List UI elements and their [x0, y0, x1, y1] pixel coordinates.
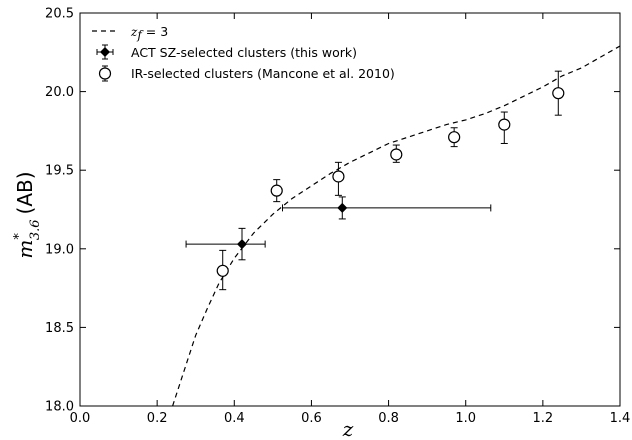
ir-point-marker	[216, 264, 229, 277]
act-point-marker	[237, 239, 247, 250]
ir-point-marker	[448, 131, 461, 144]
model-curve-line	[172, 45, 620, 406]
y-tick-label: 19.5	[45, 164, 74, 179]
legend: zf = 3 ACT SZ-selected clusters (this wo…	[92, 24, 395, 82]
x-tick-label: 1.2	[533, 411, 554, 426]
x-tick-label: 0.0	[70, 411, 91, 426]
y-tick-label: 20.0	[45, 85, 74, 100]
y-tick-label: 20.5	[45, 7, 74, 22]
plot-layer: 0.0 0.2 0.4 0.6 0.8 1.0 1.2 1.4 18.0 18.5 19.0 19.5…	[45, 7, 630, 427]
x-tick-label: 0.6	[301, 411, 322, 426]
legend-act-swatch	[96, 44, 114, 60]
act-point-marker	[337, 202, 348, 213]
y-tick-label: 18.5	[45, 321, 74, 336]
plot-frame	[79, 12, 621, 407]
legend-label-act: ACT SZ-selected clusters (this work)	[131, 45, 357, 60]
legend-ir-swatch	[98, 65, 112, 82]
y-axis-label-subscript: 3.6	[28, 219, 43, 240]
ir-point-marker	[390, 148, 403, 161]
y-axis-label-superscript: *	[12, 233, 27, 240]
x-tick-label: 1.4	[610, 411, 631, 426]
ir-point-marker	[552, 87, 565, 100]
ir-point-marker	[498, 118, 511, 131]
x-axis-label: z	[342, 417, 354, 440]
ir-point-marker	[270, 184, 283, 197]
y-tick-label: 19.0	[45, 242, 74, 257]
ir-point-marker	[332, 170, 345, 183]
y-axis-label: m*3.6(AB)	[12, 171, 43, 258]
x-tick-label: 0.2	[147, 411, 168, 426]
legend-label-model: zf = 3	[130, 24, 168, 42]
x-tick-label: 0.8	[378, 411, 399, 426]
y-tick-label: 18.0	[45, 400, 74, 415]
x-tick-label: 1.0	[455, 411, 476, 426]
legend-label-ir: IR-selected clusters (Mancone et al. 201…	[131, 66, 395, 81]
x-tick-label: 0.4	[224, 411, 245, 426]
